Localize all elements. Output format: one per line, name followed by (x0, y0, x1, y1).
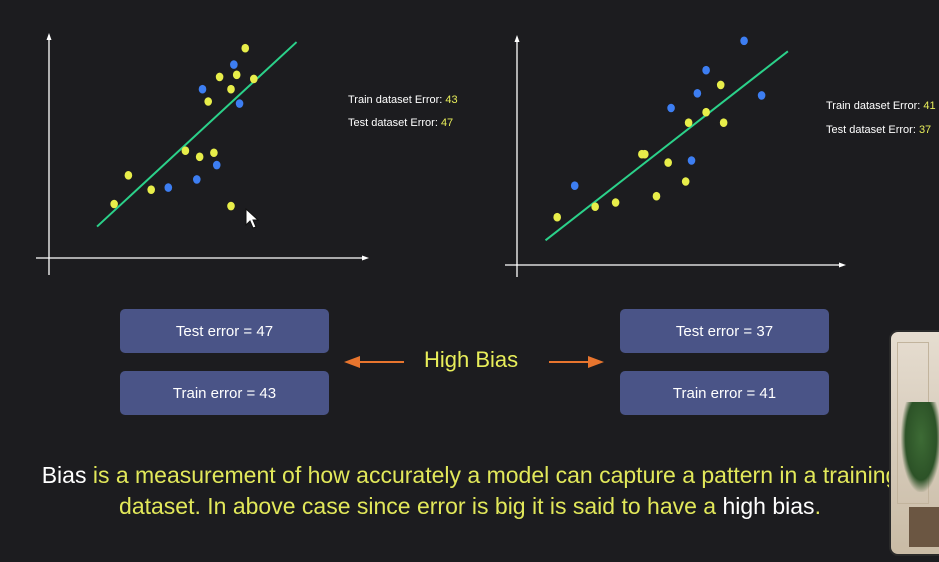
left-point-yellow-2 (147, 185, 155, 194)
right-point-yellow-1 (591, 202, 599, 211)
webcam-plant-pot (909, 507, 939, 547)
right-point-blue-2 (687, 156, 696, 165)
left-point-blue-0 (164, 183, 173, 192)
left-point-yellow-4 (195, 152, 204, 162)
left-train-error-label: Train dataset Error: 43 (348, 94, 458, 106)
left-point-blue-2 (198, 84, 207, 94)
right-point-yellow-5 (664, 158, 672, 167)
chart-marks (96, 36, 789, 242)
webcam-plant (901, 402, 939, 492)
caption-term-high: high (722, 493, 766, 519)
presenter-webcam (889, 330, 939, 556)
left-point-blue-3 (212, 160, 221, 170)
mouse-pointer-icon (245, 207, 260, 229)
right-point-blue-0 (570, 181, 579, 190)
left-point-yellow-0 (110, 199, 118, 209)
right-point-blue-1 (667, 103, 675, 113)
left-point-yellow-8 (227, 84, 235, 94)
right-test-error-label: Test dataset Error: 37 (826, 124, 931, 136)
right-y-axis-arrow-icon (514, 35, 520, 42)
left-point-yellow-9 (232, 70, 241, 80)
right-point-yellow-8 (702, 107, 710, 117)
left-test-error-value: 47 (440, 117, 454, 129)
right-train-error-value: 41 (923, 100, 936, 112)
right-point-blue-4 (702, 65, 710, 75)
left-train-error-value: 43 (445, 94, 458, 106)
right-point-yellow-0 (553, 212, 561, 222)
left-x-axis-arrow-icon (362, 255, 369, 261)
left-point-yellow-6 (210, 148, 218, 158)
left-point-yellow-1 (124, 171, 133, 180)
left-train-error-text: Train dataset Error: (348, 94, 446, 106)
left-test-error-box: Test error = 47 (120, 309, 329, 353)
caption-text-3: . (814, 493, 821, 519)
right-point-yellow-9 (716, 80, 725, 90)
right-train-error-text: Train dataset Error: (826, 100, 924, 112)
right-point-yellow-2 (611, 198, 620, 207)
right-point-yellow-6 (681, 177, 690, 186)
left-trend-line (96, 41, 298, 228)
right-train-error-box: Train error = 41 (620, 371, 829, 415)
left-test-error-text: Test dataset Error: (348, 117, 441, 129)
right-point-yellow-4 (652, 191, 661, 201)
left-point-blue-1 (193, 175, 201, 184)
right-test-error-text: Test dataset Error: (826, 124, 919, 136)
left-point-yellow-3 (181, 146, 190, 155)
caption-term-bias: Bias (41, 462, 87, 488)
left-chart-axes (36, 33, 369, 275)
right-train-error-label: Train dataset Error: 41 (826, 100, 936, 112)
right-point-blue-3 (693, 89, 702, 98)
left-point-yellow-10 (241, 43, 250, 53)
right-point-blue-6 (757, 91, 766, 100)
left-test-error-label: Test dataset Error: 47 (348, 117, 453, 129)
right-test-error-box: Test error = 37 (620, 309, 829, 353)
high-bias-label: High Bias (424, 347, 519, 372)
caption-text-1: is a measurement of how accurately a mod… (86, 462, 899, 519)
left-point-blue-5 (235, 99, 244, 108)
right-chart-axes (505, 35, 846, 277)
left-train-error-box: Train error = 43 (120, 371, 329, 415)
right-point-yellow-7 (684, 118, 693, 127)
right-point-yellow-11 (638, 149, 646, 159)
left-point-yellow-5 (204, 97, 212, 106)
right-x-axis-arrow-icon (839, 262, 846, 268)
right-trend-line (544, 50, 789, 242)
right-point-yellow-10 (719, 118, 728, 127)
left-y-axis-arrow-icon (46, 33, 52, 40)
left-point-yellow-11 (250, 74, 258, 84)
left-point-blue-4 (230, 60, 238, 69)
left-point-yellow-12 (227, 201, 235, 211)
right-point-blue-5 (740, 36, 748, 46)
caption-term-bias-end: bias (772, 493, 815, 519)
bias-definition-caption: Bias is a measurement of how accurately … (40, 460, 900, 522)
right-test-error-value: 37 (918, 124, 932, 136)
left-point-yellow-7 (215, 72, 224, 82)
